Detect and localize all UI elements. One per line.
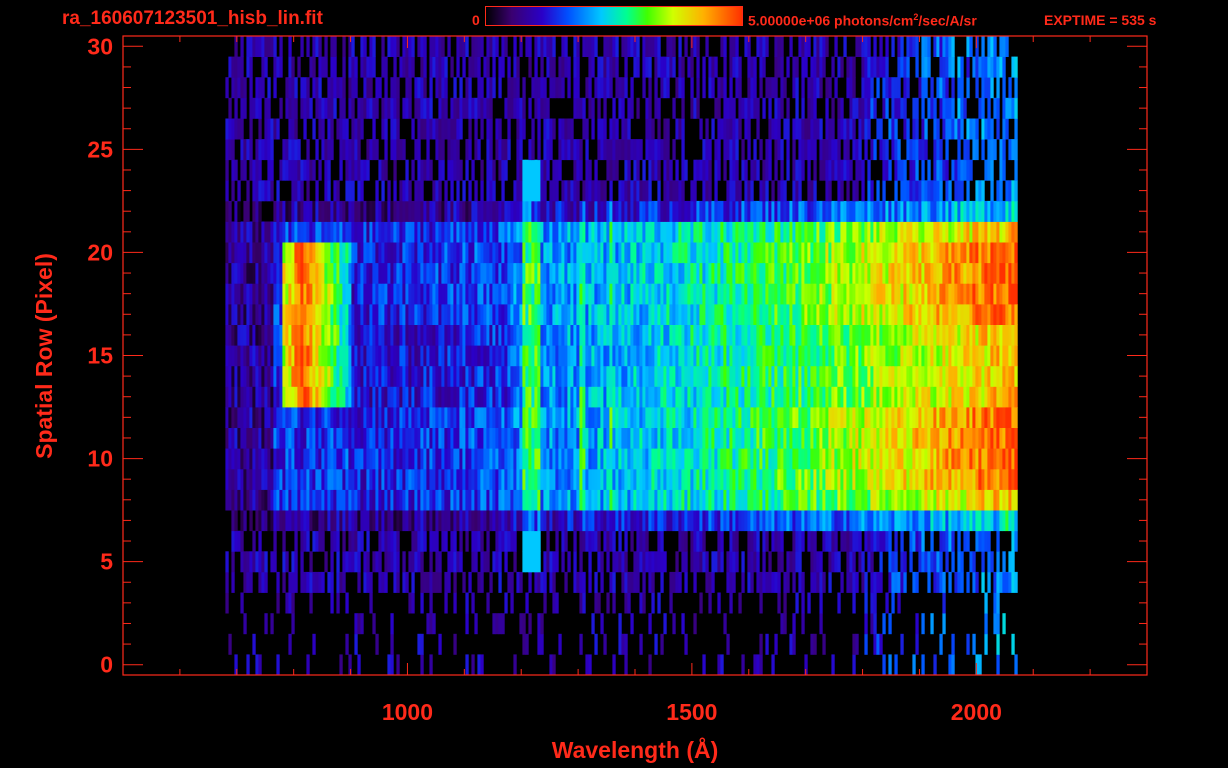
axis-ticks: [123, 36, 1147, 675]
y-tick-label: 0: [100, 652, 113, 678]
x-tick-label: 1500: [666, 699, 717, 725]
x-axis-title: Wavelength (Å): [552, 736, 719, 763]
file-title: ra_160607123501_hisb_lin.fit: [62, 8, 323, 29]
x-tick-label: 1000: [382, 699, 433, 725]
heatmap-image: [225, 36, 1018, 676]
y-tick-label: 30: [87, 33, 113, 59]
y-tick-label: 5: [100, 549, 113, 575]
y-tick-label: 10: [87, 446, 113, 472]
exptime-label: EXPTIME = 535 s: [1044, 12, 1157, 28]
y-tick-label: 20: [87, 239, 113, 265]
y-axis-title: Spatial Row (Pixel): [31, 253, 57, 459]
y-tick-label: 25: [87, 136, 113, 162]
x-tick-label: 2000: [951, 699, 1002, 725]
y-tick-label: 15: [87, 343, 113, 369]
colorbar-min-label: 0: [472, 12, 480, 28]
colorbar: [485, 6, 743, 26]
colorbar-max-label: 5.00000e+06 photons/cm2/sec/A/sr: [748, 12, 977, 29]
